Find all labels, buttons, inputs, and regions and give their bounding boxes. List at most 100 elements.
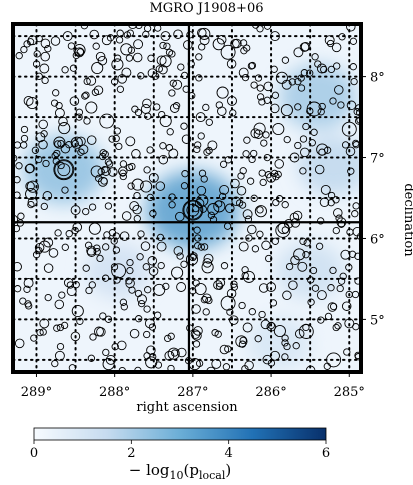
- event-marker: [243, 136, 251, 144]
- event-marker: [77, 148, 85, 156]
- significance-hotspot: [279, 64, 357, 130]
- event-marker: [242, 209, 253, 220]
- event-marker: [182, 199, 204, 221]
- event-marker: [53, 149, 61, 158]
- event-marker: [134, 108, 143, 117]
- event-marker: [129, 201, 140, 212]
- event-marker: [35, 34, 43, 43]
- event-marker: [110, 263, 119, 271]
- event-marker: [93, 248, 101, 256]
- y-axis: 8° 7° 6° 5°: [361, 71, 385, 328]
- event-marker: [316, 143, 329, 156]
- event-marker: [238, 241, 249, 252]
- event-marker: [42, 159, 50, 168]
- event-marker: [226, 308, 234, 316]
- event-marker: [88, 281, 96, 289]
- event-marker: [99, 149, 107, 157]
- event-marker: [43, 237, 54, 248]
- event-marker: [25, 302, 33, 310]
- event-marker: [256, 93, 265, 101]
- event-marker: [26, 38, 35, 46]
- event-marker: [54, 299, 65, 310]
- event-marker: [176, 282, 187, 292]
- event-marker: [341, 301, 352, 311]
- event-marker: [142, 263, 150, 271]
- event-marker: [101, 150, 109, 158]
- event-marker: [83, 117, 91, 125]
- event-marker: [23, 285, 31, 293]
- event-marker: [13, 261, 22, 272]
- event-marker: [25, 163, 35, 174]
- event-marker: [319, 197, 330, 208]
- event-marker: [44, 293, 52, 302]
- event-marker: [118, 166, 128, 177]
- event-marker: [229, 109, 237, 117]
- event-marker: [97, 168, 105, 176]
- event-marker: [177, 63, 185, 71]
- event-marker: [350, 77, 358, 86]
- plot-frame: [11, 22, 363, 374]
- event-marker: [159, 142, 167, 150]
- event-marker: [270, 350, 280, 361]
- event-marker: [345, 263, 353, 271]
- event-marker: [75, 113, 83, 121]
- event-marker: [258, 98, 266, 106]
- event-marker: [238, 67, 249, 78]
- event-marker: [158, 110, 166, 119]
- event-marker: [197, 28, 207, 38]
- event-marker: [58, 122, 71, 135]
- event-marker: [140, 241, 151, 251]
- event-marker: [108, 167, 118, 177]
- event-marker: [326, 352, 342, 368]
- event-marker: [339, 272, 347, 280]
- event-marker: [62, 31, 73, 42]
- event-marker: [260, 139, 268, 147]
- event-marker: [346, 228, 354, 236]
- event-marker: [271, 237, 279, 245]
- event-marker: [300, 69, 309, 77]
- event-marker: [205, 146, 213, 155]
- event-marker: [229, 315, 239, 325]
- event-marker: [263, 24, 272, 30]
- x-tick-label: 285°: [334, 385, 365, 400]
- event-marker: [310, 128, 318, 136]
- event-marker: [195, 53, 203, 61]
- event-marker: [250, 194, 258, 202]
- event-marker: [175, 211, 185, 222]
- event-marker: [53, 136, 66, 149]
- event-marker: [317, 217, 325, 225]
- event-marker: [123, 31, 131, 39]
- event-marker: [180, 122, 188, 130]
- event-marker: [349, 37, 358, 45]
- event-marker: [230, 280, 238, 288]
- event-marker: [256, 206, 264, 214]
- event-marker: [292, 342, 300, 350]
- event-marker: [156, 233, 165, 242]
- event-marker: [316, 63, 327, 74]
- event-marker: [117, 340, 127, 351]
- event-marker: [87, 354, 96, 362]
- event-marker: [23, 278, 34, 288]
- event-marker: [298, 324, 314, 339]
- event-marker: [56, 342, 65, 351]
- event-marker: [207, 211, 216, 219]
- event-marker: [104, 202, 113, 210]
- event-marker: [136, 253, 144, 261]
- x-tick-label: 289°: [21, 385, 52, 400]
- event-marker: [173, 246, 184, 256]
- event-marker: [54, 229, 62, 237]
- event-marker: [245, 234, 253, 242]
- event-marker: [86, 75, 97, 86]
- event-marker: [266, 172, 277, 183]
- event-marker: [119, 172, 127, 181]
- event-marker: [60, 321, 69, 330]
- event-marker: [125, 136, 136, 147]
- event-marker: [57, 163, 71, 177]
- event-marker: [241, 271, 249, 280]
- event-marker: [191, 330, 202, 341]
- event-marker: [239, 336, 247, 345]
- event-marker: [168, 148, 179, 159]
- event-marker: [219, 184, 230, 195]
- event-marker: [53, 159, 75, 181]
- event-marker: [192, 340, 201, 348]
